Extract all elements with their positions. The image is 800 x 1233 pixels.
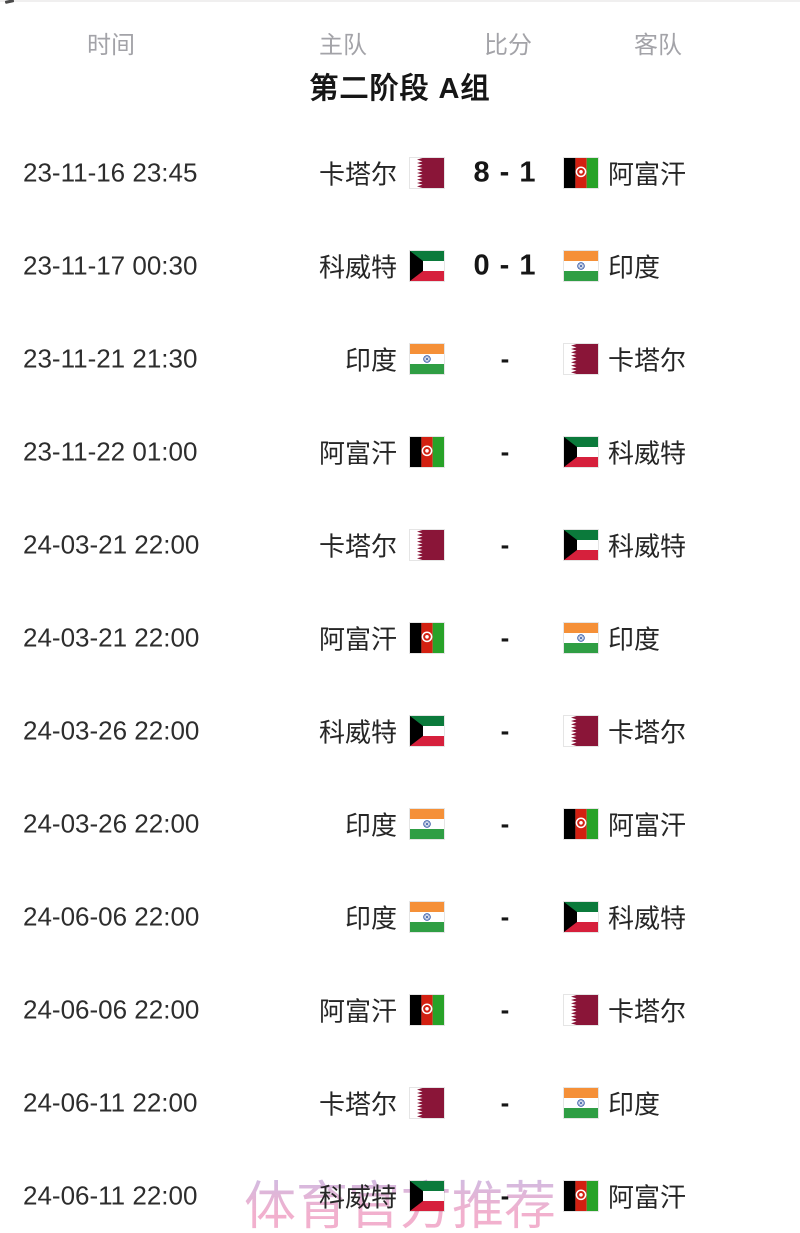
group-title: 第二阶段 A组: [309, 73, 491, 105]
flag-kuwait-icon: [410, 715, 444, 746]
match-time: 23-11-22 01:00: [23, 436, 198, 466]
match-score: -: [500, 622, 510, 652]
match-row[interactable]: 24-03-26 22:00 科威特 - 卡塔尔: [0, 684, 800, 777]
match-row[interactable]: 24-03-21 22:00 阿富汗 - 印度: [0, 591, 800, 684]
home-team-name: 卡塔尔: [318, 1089, 397, 1119]
flag-qatar-icon: [564, 715, 598, 746]
home-team-name: 印度: [344, 345, 397, 375]
match-score: -: [500, 529, 510, 559]
away-team-name: 科威特: [608, 903, 687, 933]
flag-india-icon: [564, 250, 598, 281]
watermark-text: 体育官方推荐: [244, 1164, 556, 1233]
flag-kuwait-icon: [564, 529, 598, 560]
flag-afghanistan-icon: [410, 622, 444, 653]
header-col-score: 比分: [484, 32, 532, 59]
match-time: 24-06-06 22:00: [23, 901, 200, 931]
match-score: 8 - 1: [473, 156, 537, 188]
match-row[interactable]: 23-11-22 01:00 阿富汗 - 科威特: [0, 405, 800, 498]
flag-afghanistan-icon: [564, 808, 598, 839]
home-team-name: 科威特: [318, 717, 397, 747]
home-team-name: 印度: [344, 810, 397, 840]
match-score: -: [500, 1087, 510, 1117]
header-col-time: 时间: [87, 32, 135, 59]
home-team-name: 阿富汗: [318, 438, 397, 468]
match-row[interactable]: 24-06-11 22:00 科威特 - 阿富汗: [0, 1149, 800, 1233]
header-col-away: 客队: [634, 32, 682, 59]
away-team-name: 阿富汗: [608, 810, 687, 840]
flag-india-icon: [410, 808, 444, 839]
flag-india-icon: [410, 901, 444, 932]
match-row[interactable]: 23-11-17 00:30 科威特 0 - 1 印度: [0, 219, 800, 312]
match-time: 23-11-21 21:30: [23, 343, 198, 373]
match-row[interactable]: 24-06-06 22:00 印度 - 科威特: [0, 870, 800, 963]
away-team-name: 卡塔尔: [608, 345, 687, 375]
match-time: 24-06-06 22:00: [23, 994, 200, 1024]
match-row[interactable]: 24-06-06 22:00 阿富汗 - 卡塔尔: [0, 963, 800, 1056]
match-time: 23-11-17 00:30: [23, 250, 198, 280]
flag-qatar-icon: [564, 343, 598, 374]
fixtures-list: 23-11-16 23:45 卡塔尔 8 - 1 阿富汗 23-11-17 00:30 科…: [0, 126, 800, 1233]
match-time: 24-03-26 22:00: [23, 808, 200, 838]
flag-india-icon: [564, 622, 598, 653]
match-time: 24-03-21 22:00: [23, 622, 200, 652]
home-team-name: 阿富汗: [318, 996, 397, 1026]
home-team-name: 卡塔尔: [318, 159, 397, 189]
away-team-name: 印度: [608, 252, 661, 282]
header-col-home: 主队: [319, 32, 367, 59]
flag-qatar-icon: [410, 157, 444, 188]
flag-india-icon: [410, 343, 444, 374]
match-time: 24-06-11 22:00: [23, 1087, 198, 1117]
away-team-name: 阿富汗: [608, 1182, 687, 1212]
match-score: -: [500, 901, 510, 931]
match-score: -: [500, 715, 510, 745]
flag-kuwait-icon: [410, 250, 444, 281]
match-time: 23-11-16 23:45: [23, 157, 198, 187]
away-team-name: 卡塔尔: [608, 996, 687, 1026]
home-team-name: 科威特: [318, 252, 397, 282]
match-row[interactable]: 24-06-11 22:00 卡塔尔 - 印度: [0, 1056, 800, 1149]
match-score: -: [500, 808, 510, 838]
match-row[interactable]: 24-03-26 22:00 印度 - 阿富汗: [0, 777, 800, 870]
match-row[interactable]: 23-11-16 23:45 卡塔尔 8 - 1 阿富汗: [0, 126, 800, 219]
flag-india-icon: [564, 1087, 598, 1118]
flag-kuwait-icon: [564, 436, 598, 467]
match-score: -: [500, 436, 510, 466]
match-time: 24-03-21 22:00: [23, 529, 200, 559]
away-team-name: 阿富汗: [608, 159, 687, 189]
match-score: -: [500, 994, 510, 1024]
top-divider: [0, 0, 800, 2]
home-team-name: 科威特: [318, 1182, 397, 1212]
flag-qatar-icon: [564, 994, 598, 1025]
home-team-name: 阿富汗: [318, 624, 397, 654]
flag-afghanistan-icon: [564, 157, 598, 188]
away-team-name: 卡塔尔: [608, 717, 687, 747]
flag-afghanistan-icon: [410, 436, 444, 467]
flag-kuwait-icon: [564, 901, 598, 932]
away-team-name: 科威特: [608, 438, 687, 468]
home-team-name: 卡塔尔: [318, 531, 397, 561]
match-score: -: [500, 1180, 510, 1210]
home-team-name: 印度: [344, 903, 397, 933]
away-team-name: 印度: [608, 1089, 661, 1119]
flag-afghanistan-icon: [564, 1180, 598, 1211]
table-header: 时间 主队 比分 客队: [0, 0, 800, 64]
flag-qatar-icon: [410, 1087, 444, 1118]
away-team-name: 科威特: [608, 531, 687, 561]
match-row[interactable]: 24-03-21 22:00 卡塔尔 - 科威特: [0, 498, 800, 591]
flag-afghanistan-icon: [410, 994, 444, 1025]
match-time: 24-03-26 22:00: [23, 715, 200, 745]
away-team-name: 印度: [608, 624, 661, 654]
flag-qatar-icon: [410, 529, 444, 560]
match-score: -: [500, 343, 510, 373]
match-time: 24-06-11 22:00: [23, 1180, 198, 1210]
flag-kuwait-icon: [410, 1180, 444, 1211]
match-score: 0 - 1: [473, 249, 537, 281]
match-row[interactable]: 23-11-21 21:30 印度 - 卡塔尔: [0, 312, 800, 405]
